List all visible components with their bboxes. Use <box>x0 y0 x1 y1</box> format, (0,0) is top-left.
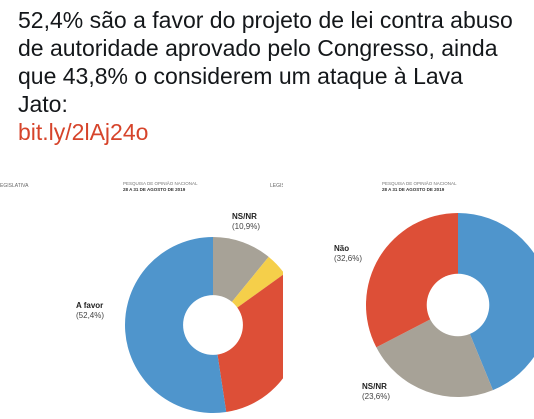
slice-value-label: (23,6%) <box>362 392 390 401</box>
tweet-text: 52,4% são a favor do projeto de lei cont… <box>18 7 513 117</box>
slice <box>124 237 227 413</box>
tweet-text-block: 52,4% são a favor do projeto de lei cont… <box>18 6 518 146</box>
images: EGISLATIVA PESQUISA DE OPINIÃO NACIONAL … <box>0 173 534 419</box>
slice <box>458 213 534 391</box>
slice-label: NS/NR <box>232 212 257 221</box>
header: 28 A 31 DE AGOSTO DE 2019 <box>382 187 445 192</box>
slice-label: Não <box>334 244 349 253</box>
donut-hole <box>426 273 490 337</box>
header: EGISLATIVA <box>0 183 29 189</box>
header: PESQUISA DE OPINIÃO NACIONAL <box>123 180 198 186</box>
slice <box>213 274 283 413</box>
tweet-link[interactable]: bit.ly/2lAj24o <box>18 119 149 145</box>
image-2[interactable]: PESQUISA DE OPINIÃO NACIONAL 28 A 31 DE … <box>288 173 534 419</box>
header: LEGISLATIVA <box>270 183 302 189</box>
image-1[interactable]: EGISLATIVA PESQUISA DE OPINIÃO NACIONAL … <box>0 173 302 419</box>
header: 28 A 31 DE AGOSTO DE 2019 <box>123 187 186 192</box>
donut-hole <box>183 295 243 355</box>
slice-value-label: (10,9%) <box>232 222 260 231</box>
slice-label: NS/NR <box>362 382 387 391</box>
slice-value-label: (52,4%) <box>76 311 104 320</box>
header: PESQUISA DE OPINIÃO NACIONAL <box>382 180 457 186</box>
slice-label: A favor <box>76 301 103 310</box>
slice-value-label: (32,6%) <box>334 254 362 263</box>
